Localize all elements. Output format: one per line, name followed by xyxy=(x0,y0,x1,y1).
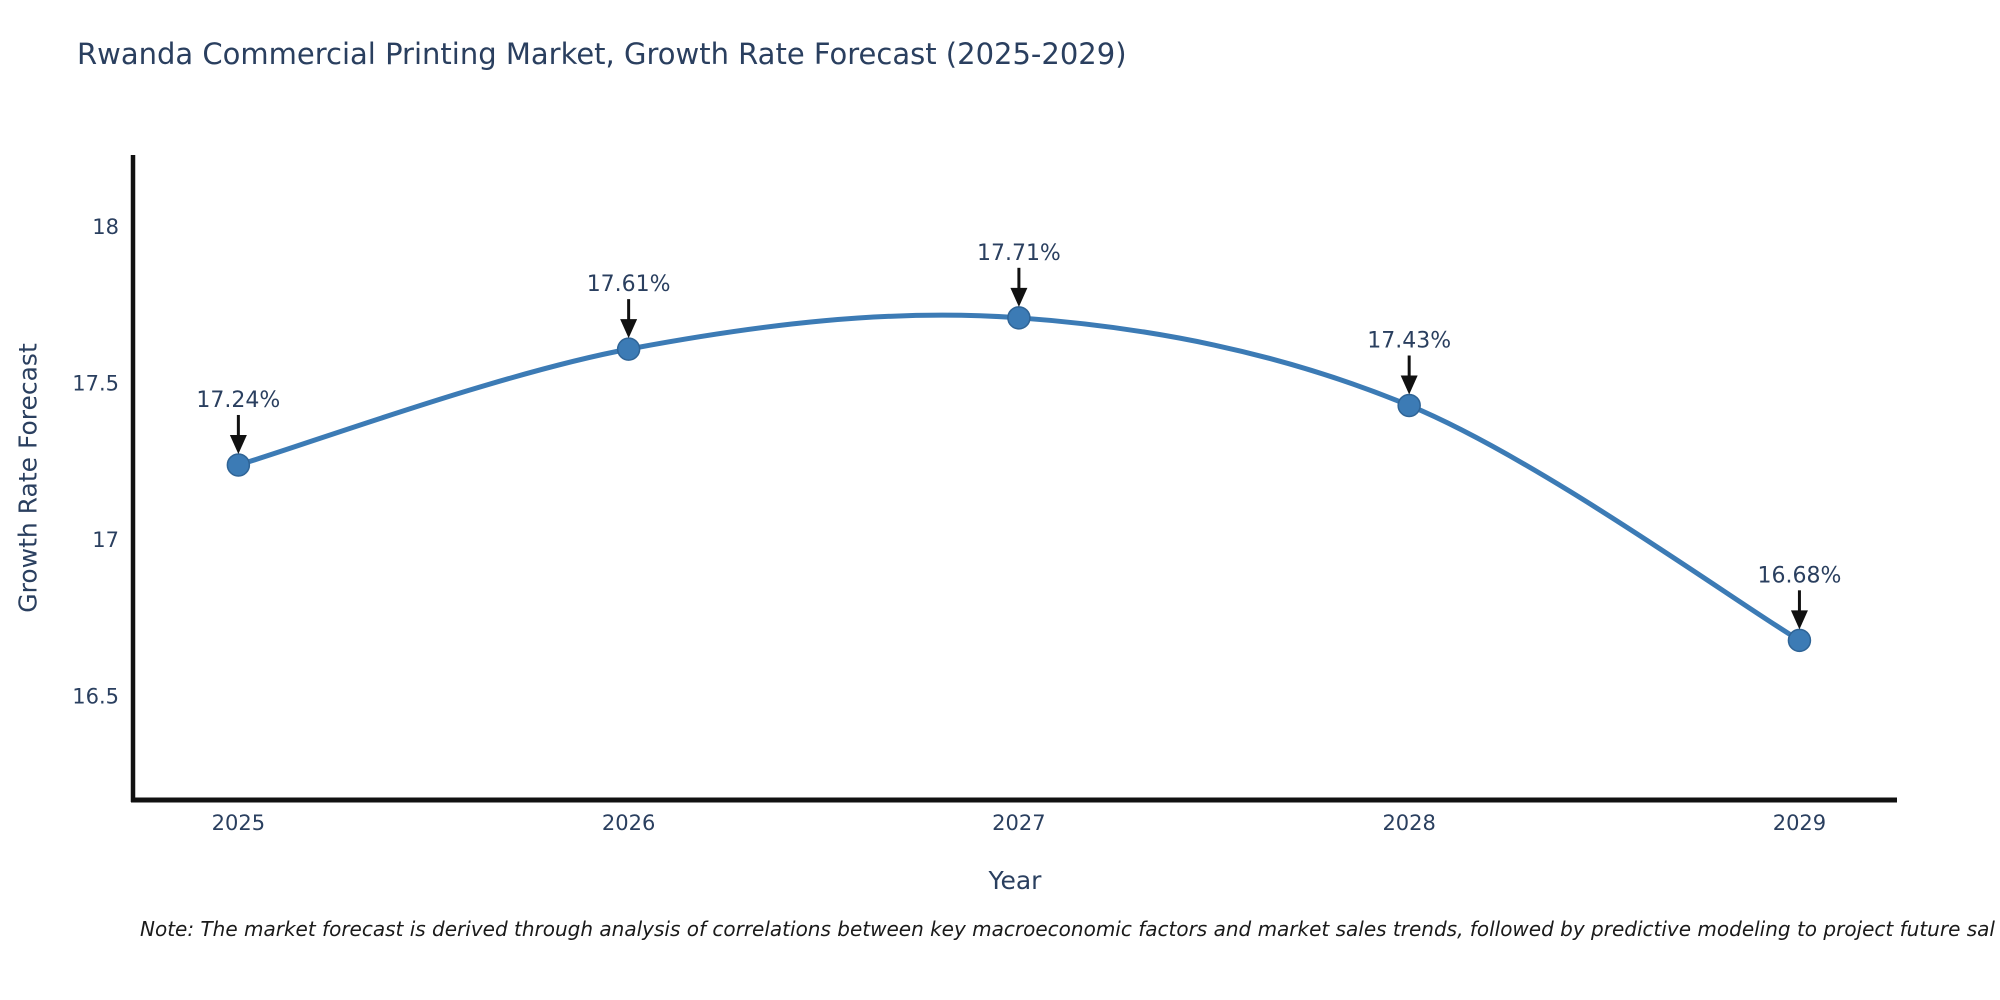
x-tick-label: 2027 xyxy=(992,811,1045,835)
data-point-label: 17.24% xyxy=(196,388,280,413)
annotation-arrowhead xyxy=(229,434,247,454)
x-tick-label: 2029 xyxy=(1773,811,1826,835)
footnote: Note: The market forecast is derived thr… xyxy=(140,917,1995,941)
y-axis-title: Growth Rate Forecast xyxy=(13,343,43,613)
annotation-arrowhead xyxy=(620,319,638,339)
y-tick-label: 17 xyxy=(92,528,119,552)
data-point-label: 17.43% xyxy=(1367,328,1451,353)
x-tick-label: 2025 xyxy=(212,811,265,835)
series-line xyxy=(237,312,1801,643)
y-tick-label: 17.5 xyxy=(72,372,119,396)
annotation-arrowhead xyxy=(1010,287,1028,307)
chart-title: Rwanda Commercial Printing Market, Growt… xyxy=(77,37,1127,71)
data-point-marker[interactable] xyxy=(1397,393,1421,418)
data-point-marker[interactable] xyxy=(1787,628,1812,653)
annotation-arrowhead xyxy=(1790,610,1808,630)
y-tick-label: 18 xyxy=(92,215,119,239)
x-axis-title: Year xyxy=(988,866,1042,895)
x-tick-label: 2028 xyxy=(1382,811,1435,835)
x-tick-label: 2026 xyxy=(602,811,655,835)
data-point-marker[interactable] xyxy=(226,453,251,477)
annotation-arrowhead xyxy=(1400,375,1418,395)
data-point-marker[interactable] xyxy=(1007,306,1031,330)
data-point-label: 16.68% xyxy=(1757,563,1841,588)
data-point-marker[interactable] xyxy=(616,337,641,361)
data-point-label: 17.71% xyxy=(977,241,1061,266)
y-tick-label: 16.5 xyxy=(72,685,119,709)
data-point-label: 17.61% xyxy=(587,272,671,297)
